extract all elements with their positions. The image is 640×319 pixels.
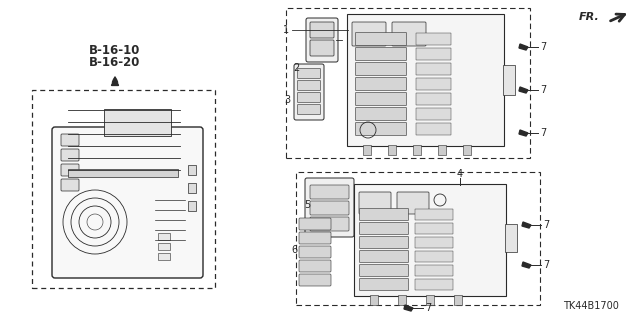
- FancyBboxPatch shape: [415, 279, 453, 290]
- FancyBboxPatch shape: [310, 217, 349, 231]
- Bar: [370, 295, 378, 305]
- FancyBboxPatch shape: [61, 179, 79, 191]
- Text: TK44B1700: TK44B1700: [563, 301, 619, 311]
- FancyBboxPatch shape: [298, 80, 321, 91]
- FancyBboxPatch shape: [360, 278, 408, 291]
- FancyBboxPatch shape: [416, 33, 451, 45]
- FancyBboxPatch shape: [310, 40, 334, 56]
- FancyBboxPatch shape: [61, 164, 79, 176]
- Text: 2: 2: [294, 63, 300, 73]
- FancyBboxPatch shape: [306, 18, 338, 62]
- FancyBboxPatch shape: [355, 122, 406, 136]
- FancyBboxPatch shape: [305, 178, 354, 237]
- Text: 1: 1: [283, 25, 289, 35]
- Bar: [68, 169, 178, 177]
- FancyBboxPatch shape: [360, 209, 408, 220]
- FancyBboxPatch shape: [299, 218, 331, 230]
- Bar: [32, 90, 215, 288]
- FancyBboxPatch shape: [299, 246, 331, 258]
- FancyBboxPatch shape: [299, 232, 331, 244]
- Bar: [463, 145, 471, 155]
- FancyBboxPatch shape: [299, 274, 331, 286]
- FancyBboxPatch shape: [415, 237, 453, 248]
- Polygon shape: [522, 222, 531, 228]
- FancyBboxPatch shape: [310, 201, 349, 215]
- FancyBboxPatch shape: [355, 108, 406, 121]
- Bar: [454, 295, 462, 305]
- Bar: [505, 224, 517, 252]
- FancyBboxPatch shape: [416, 63, 451, 75]
- Text: FR.: FR.: [579, 12, 600, 22]
- Bar: [188, 201, 196, 211]
- Bar: [413, 145, 421, 155]
- Bar: [426, 295, 434, 305]
- FancyBboxPatch shape: [415, 223, 453, 234]
- FancyBboxPatch shape: [355, 63, 406, 76]
- Text: 7: 7: [540, 128, 547, 138]
- Polygon shape: [519, 130, 528, 136]
- Bar: [398, 295, 406, 305]
- Bar: [188, 165, 196, 175]
- FancyBboxPatch shape: [52, 127, 203, 278]
- Bar: [158, 253, 170, 260]
- Text: B-16-10: B-16-10: [90, 43, 141, 56]
- FancyBboxPatch shape: [392, 22, 426, 46]
- FancyBboxPatch shape: [415, 209, 453, 220]
- FancyBboxPatch shape: [355, 93, 406, 106]
- FancyBboxPatch shape: [310, 22, 334, 38]
- FancyBboxPatch shape: [415, 265, 453, 276]
- FancyBboxPatch shape: [360, 264, 408, 277]
- Text: 7: 7: [543, 220, 549, 230]
- Bar: [296, 172, 540, 305]
- FancyBboxPatch shape: [360, 250, 408, 263]
- FancyBboxPatch shape: [352, 22, 386, 46]
- FancyBboxPatch shape: [416, 123, 451, 135]
- FancyBboxPatch shape: [354, 184, 506, 296]
- FancyBboxPatch shape: [299, 260, 331, 272]
- Polygon shape: [519, 44, 528, 50]
- Text: 5: 5: [304, 200, 310, 210]
- Polygon shape: [522, 262, 531, 268]
- Text: 7: 7: [540, 42, 547, 52]
- Text: 4: 4: [457, 169, 463, 179]
- FancyBboxPatch shape: [298, 105, 321, 115]
- Bar: [286, 8, 530, 158]
- FancyBboxPatch shape: [61, 149, 79, 161]
- FancyBboxPatch shape: [298, 69, 321, 78]
- FancyBboxPatch shape: [104, 109, 171, 136]
- FancyBboxPatch shape: [347, 14, 504, 146]
- FancyBboxPatch shape: [61, 134, 79, 146]
- FancyBboxPatch shape: [355, 48, 406, 61]
- Polygon shape: [404, 305, 413, 311]
- Bar: [188, 183, 196, 193]
- Bar: [388, 145, 396, 155]
- Bar: [158, 233, 170, 240]
- Bar: [158, 243, 170, 250]
- Text: 3: 3: [284, 95, 290, 105]
- FancyBboxPatch shape: [415, 251, 453, 262]
- Text: 7: 7: [425, 303, 431, 313]
- Text: B-16-20: B-16-20: [90, 56, 141, 70]
- FancyBboxPatch shape: [310, 185, 349, 199]
- FancyBboxPatch shape: [360, 222, 408, 234]
- FancyBboxPatch shape: [416, 108, 451, 120]
- Bar: [438, 145, 446, 155]
- Text: 6: 6: [292, 245, 298, 255]
- Bar: [363, 145, 371, 155]
- Polygon shape: [519, 87, 528, 93]
- Text: 7: 7: [540, 85, 547, 95]
- FancyBboxPatch shape: [294, 64, 324, 120]
- Text: 7: 7: [543, 260, 549, 270]
- FancyBboxPatch shape: [397, 192, 429, 214]
- Bar: [503, 65, 515, 95]
- FancyBboxPatch shape: [359, 192, 391, 214]
- FancyBboxPatch shape: [360, 236, 408, 249]
- FancyBboxPatch shape: [416, 48, 451, 60]
- FancyBboxPatch shape: [355, 33, 406, 46]
- FancyBboxPatch shape: [416, 93, 451, 105]
- FancyBboxPatch shape: [416, 78, 451, 90]
- FancyBboxPatch shape: [355, 78, 406, 91]
- FancyBboxPatch shape: [298, 93, 321, 102]
